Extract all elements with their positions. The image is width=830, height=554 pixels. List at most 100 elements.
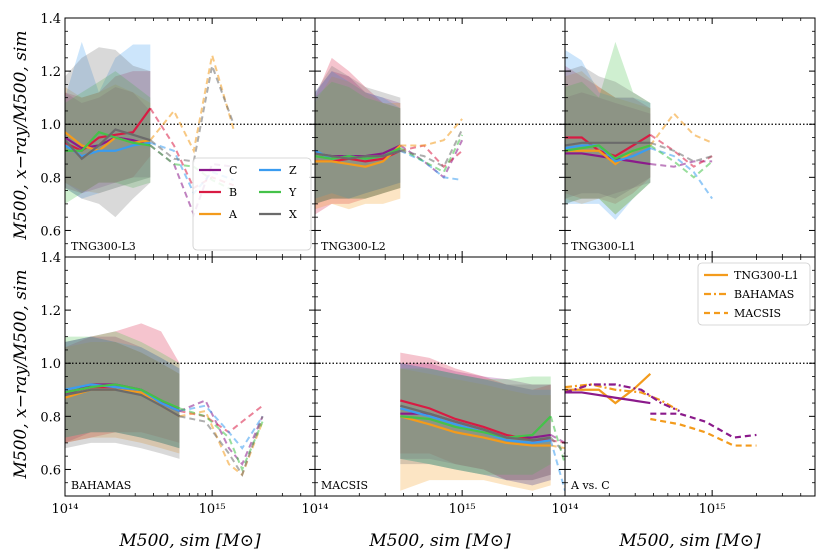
dashed-line-A <box>550 444 565 450</box>
legend-label-tng300-l1: TNG300-L1 <box>734 269 799 282</box>
plot-area <box>565 41 815 220</box>
band-B <box>400 352 551 486</box>
series-line-bahamas-c <box>565 383 680 413</box>
legend-box <box>192 157 312 251</box>
dashed-line-Z <box>179 404 264 450</box>
dashed-line-A <box>400 118 463 147</box>
legend-label-C: C <box>229 164 237 177</box>
panel-label: MACSIS <box>321 479 368 492</box>
legend-label-Z: Z <box>289 164 297 177</box>
x-tick-label: 10¹⁵ <box>449 502 476 517</box>
plot-area <box>315 57 565 215</box>
x-axis-title-2: M500, sim [M⊙] <box>368 531 511 551</box>
dashed-line-A <box>149 54 235 154</box>
band-Y <box>400 368 551 475</box>
band-C <box>315 71 401 204</box>
dashed-line-X <box>179 415 264 478</box>
band-B <box>65 323 180 443</box>
band-Y <box>315 81 401 204</box>
plot-area <box>315 352 565 491</box>
y-axis-title-top: M500, x−ray/M500, sim <box>11 30 31 240</box>
panel-a-vs-c: 10¹⁴ 10¹⁵ A vs. C TNG300-L1 BAHAMAS MACSIS <box>552 256 816 517</box>
band-X <box>65 336 180 459</box>
dashed-line-Z <box>399 149 463 181</box>
band-C <box>65 336 180 449</box>
legend-label-X: X <box>289 208 297 221</box>
y-tick-label: 0.6 <box>40 463 61 478</box>
panel-label: TNG300-L1 <box>571 240 636 253</box>
y-tick-label: 0.6 <box>40 224 61 239</box>
dashed-line-B <box>400 144 463 169</box>
band-Y <box>565 41 651 215</box>
legend-label-macsis: MACSIS <box>734 307 781 320</box>
band-X <box>565 65 651 199</box>
x-axis-title-3: M500, sim [M⊙] <box>618 531 761 551</box>
dashed-line-C <box>179 399 264 467</box>
series-line-bahamas-a <box>565 383 681 412</box>
band-B <box>315 57 401 215</box>
y-tick-label: 1.2 <box>40 304 61 319</box>
series-line-tng300-l1-c <box>565 391 651 405</box>
series-line-X <box>565 141 651 147</box>
dashed-line-X <box>549 436 565 455</box>
series-line-X <box>65 388 181 418</box>
panels-group: 0.6 0.8 1.0 1.2 1.4 TNG300-L3 CBA ZYX TNG300-L2 T… <box>40 12 816 517</box>
y-tick-label: 1.0 <box>40 118 61 133</box>
band-Z <box>315 71 401 199</box>
series-line-C <box>65 136 151 150</box>
dashed-line-A <box>649 112 713 147</box>
legend-box <box>697 262 811 326</box>
band-Z <box>565 49 651 220</box>
x-tick-label: 10¹⁴ <box>552 502 579 517</box>
legend-label-bahamas: BAHAMAS <box>734 288 794 301</box>
legend-label-B: B <box>229 186 237 199</box>
dashed-line-Z <box>649 147 713 200</box>
series-line-X <box>315 149 401 160</box>
panel-tng300-l2: TNG300-L2 <box>314 17 566 258</box>
y-tick-label: 0.8 <box>40 410 61 425</box>
band-B <box>565 65 651 204</box>
dashed-line-X <box>400 129 464 169</box>
band-A <box>65 84 151 194</box>
band-C <box>565 92 651 204</box>
series-line-A <box>315 144 402 168</box>
band-X <box>400 363 551 481</box>
series-line-macsis-c <box>650 412 757 439</box>
band-A <box>315 76 401 210</box>
dashed-line-Y <box>179 407 264 473</box>
dashed-line-Y <box>399 134 464 174</box>
legend-label-A: A <box>228 208 238 221</box>
plot-area <box>65 323 315 478</box>
band-X <box>65 47 151 218</box>
panel-label: TNG300-L3 <box>71 240 136 253</box>
panel-label: BAHAMAS <box>71 479 131 492</box>
x-tick-label: 10¹⁴ <box>302 502 329 517</box>
band-C <box>400 363 551 481</box>
x-tick-label: 10¹⁴ <box>52 502 79 517</box>
y-tick-label: 1.4 <box>40 251 61 266</box>
panel-label: A vs. C <box>570 479 610 492</box>
plot-area <box>565 362 815 447</box>
band-Z <box>65 336 180 449</box>
band-Z <box>65 41 151 199</box>
panel-bahamas: 10¹⁴ 10¹⁵ 0.6 0.8 1.0 1.2 1.4 BAHAMAS <box>40 251 316 517</box>
dashed-line-Z <box>549 439 565 491</box>
dashed-line-Y <box>649 144 713 179</box>
series-line-Y <box>65 130 151 152</box>
series-line-Z <box>65 383 180 413</box>
dashed-line-X <box>649 141 713 163</box>
series-line-Y <box>65 383 180 410</box>
x-tick-label: 10¹⁵ <box>699 502 726 517</box>
y-tick-label: 0.8 <box>40 171 61 186</box>
band-B <box>65 71 151 194</box>
dashed-line-B <box>649 134 713 168</box>
x-axis-title-1: M500, sim [M⊙] <box>118 531 261 551</box>
y-tick-label: 1.2 <box>40 65 61 80</box>
band-X <box>315 65 401 204</box>
series-line-Y <box>565 144 651 161</box>
band-A <box>65 341 180 454</box>
series-line-tng300-l1-a <box>565 373 652 405</box>
y-axis-title-bottom: M500, x−ray/M500, sim <box>11 269 31 479</box>
x-tick-label: 10¹⁵ <box>199 502 226 517</box>
